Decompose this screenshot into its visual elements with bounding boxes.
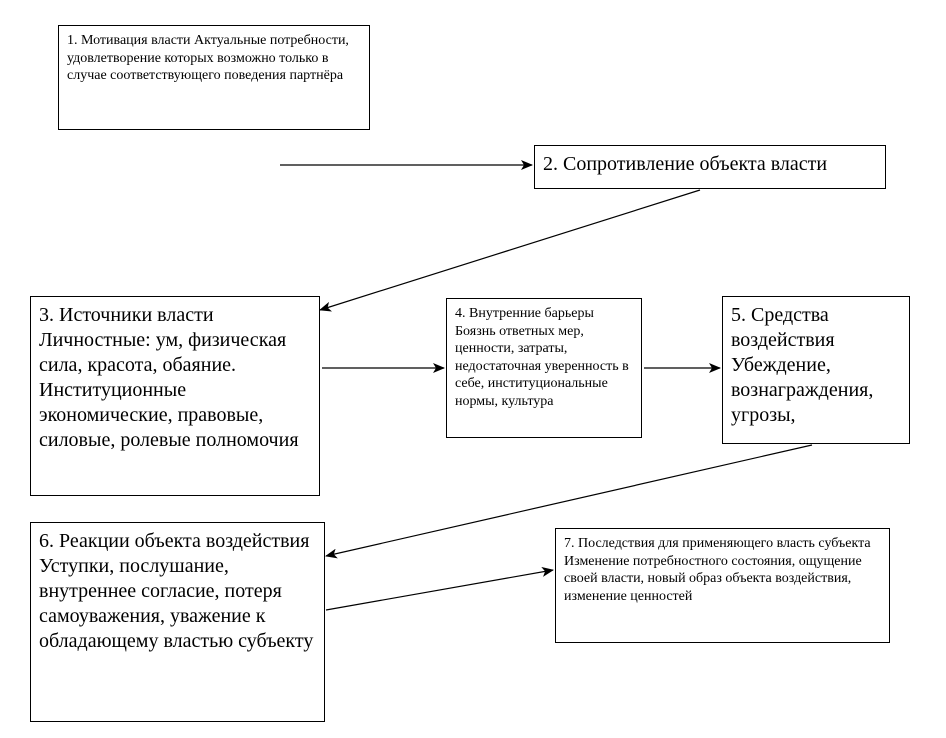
node-barriers: 4. Внутренние барьеры Боязнь ответных ме… xyxy=(446,298,642,438)
edge-n2-n3 xyxy=(320,190,700,310)
node-text: 6. Реакции объекта воздействия Уступки, … xyxy=(39,530,313,652)
node-text: 1. Мотивация власти Актуальные потребнос… xyxy=(67,33,349,83)
node-motivation: 1. Мотивация власти Актуальные потребнос… xyxy=(58,25,370,130)
node-resistance: 2. Сопротивление объекта власти xyxy=(534,145,886,189)
node-consequences: 7. Последствия для применяющего власть с… xyxy=(555,528,890,643)
node-reactions: 6. Реакции объекта воздействия Уступки, … xyxy=(30,522,325,722)
diagram-canvas: 1. Мотивация власти Актуальные потребнос… xyxy=(0,0,946,738)
edge-n6-n7 xyxy=(326,570,553,610)
node-text: 4. Внутренние барьеры Боязнь ответных ме… xyxy=(455,306,629,409)
node-means: 5. Средства воздействия Убеждение, возна… xyxy=(722,296,910,444)
node-text: 5. Средства воздействия Убеждение, возна… xyxy=(731,304,873,426)
node-text: 2. Сопротивление объекта власти xyxy=(543,153,827,175)
node-sources: 3. Источники власти Личностные: ум, физи… xyxy=(30,296,320,496)
node-text: 3. Источники власти Личностные: ум, физи… xyxy=(39,304,299,451)
node-text: 7. Последствия для применяющего власть с… xyxy=(564,536,871,604)
